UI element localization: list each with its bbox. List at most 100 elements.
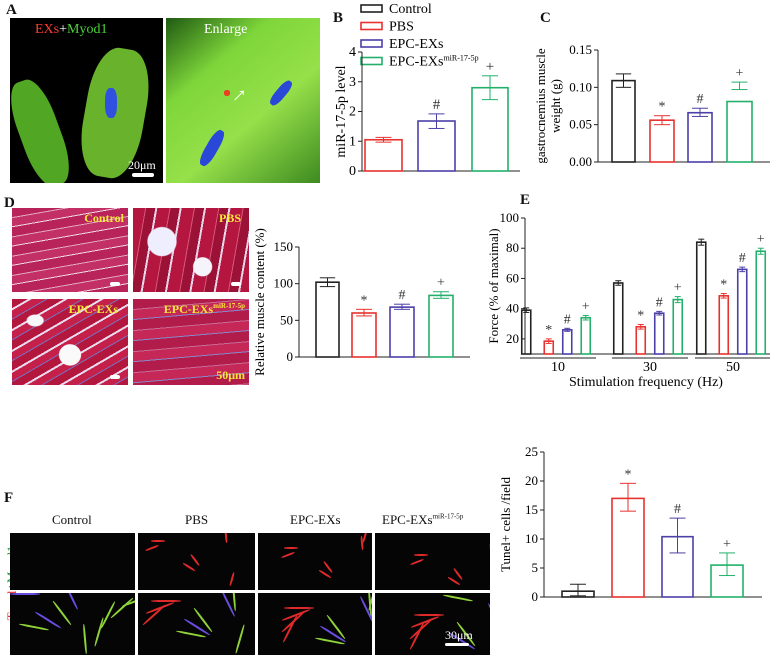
bar [612,282,624,355]
col-header-control: Control [52,512,92,527]
bar [611,497,645,598]
histology-epc-exs: EPC-EXs [12,299,128,385]
bar [718,295,730,355]
panel-label-f: F [4,490,14,506]
histology-pbs: PBS [133,208,249,292]
legend-swatch [360,21,383,31]
panel-label-e: E [520,192,531,208]
bar [649,119,675,163]
legend-swatch [360,39,383,48]
y-tick-label: 3 [349,75,356,90]
legend-label: EPC-EXs [389,37,443,52]
bar [561,329,573,355]
bar [580,316,592,355]
bar [520,309,532,355]
y-tick-label: 100 [274,276,294,291]
fluorescence-image [375,533,490,590]
significance-mark: + [437,276,445,291]
y-tick-label: 0.15 [569,42,592,57]
chart-E: 20 40 60 80 100 Force (% of maximal) * # +10 * # +3… [486,210,770,390]
legend-label: Control [389,2,432,17]
y-axis-label: miR-17-5p level [334,65,349,157]
y-tick-label: 0.00 [569,154,592,169]
panel-label-d: D [4,195,15,211]
y-tick-label: 0.10 [569,79,592,94]
significance-mark: # [399,288,406,303]
significance-mark: # [433,97,441,113]
y-tick-label: 2 [349,105,356,120]
y-tick-label: 0 [349,164,356,179]
label-plus: + [59,22,68,37]
chart-D: 0 50 100 150 Relative muscle content (%) * # + [252,228,470,376]
bar [364,138,403,172]
legend: Control PBS EPC-EXs EPC-EXsmiR-17-5p [360,2,479,70]
y-tick-label: 80 [506,240,519,255]
significance-mark: # [697,92,704,107]
significance-mark: * [720,278,727,293]
x-axis-label: Stimulation frequency (Hz) [569,375,723,390]
significance-mark: + [736,66,744,81]
fluorescence-image [10,533,135,590]
scale-bar-f [445,643,469,646]
col-header-epc-exs-mir: EPC-EXsmiR-17-5p [382,512,464,527]
panel-label-b: B [333,10,344,26]
col-header-epc-exs: EPC-EXs [290,512,341,527]
y-axis-label: Force (% of maximal) [486,228,501,343]
y-tick-label: 150 [274,239,294,254]
bar [635,325,647,355]
y-axis-label: Tunel+ cells /field [498,477,513,572]
significance-mark: + [723,537,731,552]
bar [726,100,753,163]
label-myod1: Myod1 [67,22,108,37]
bar [672,298,684,355]
y-tick-label: 60 [506,270,519,285]
significance-mark: # [739,251,746,266]
y-tick-label: 100 [500,210,520,225]
fluorescence-image [138,533,255,590]
significance-mark: + [674,281,682,296]
legend-label: EPC-EXsmiR-17-5p [389,54,479,70]
image-label: Control [84,211,124,225]
fluorescence-image [10,593,135,655]
image-label: EPC-EXs [68,302,118,316]
significance-mark: * [625,467,632,482]
bar [389,306,415,358]
bar [695,241,707,355]
bar [755,250,767,355]
scale-bar [132,173,154,177]
x-tick-label: 50 [726,360,740,375]
significance-mark: + [486,59,494,75]
y-axis-label: gastrocnemius muscle [533,48,548,163]
fluorescence-image [258,533,372,590]
chart-C: 0.00 0.05 0.10 0.15 gastrocnemius muscle weig… [533,42,770,169]
significance-mark: + [582,299,590,314]
bar [428,294,454,358]
significance-mark: * [659,100,666,115]
bar [351,312,377,358]
y-tick-label: 25 [525,444,538,459]
y-axis-label: weight (g) [548,79,563,133]
y-tick-label: 0 [287,349,294,364]
y-axis-label: Relative muscle content (%) [252,228,267,376]
fluorescence-image [258,593,372,655]
y-tick-label: 20 [525,473,538,488]
significance-mark: # [674,502,681,517]
significance-mark: # [564,312,571,327]
significance-mark: * [361,293,368,308]
y-tick-label: 5 [532,560,539,575]
x-tick-label: 30 [643,360,657,375]
y-tick-label: 20 [506,331,519,346]
y-tick-label: 0.05 [569,117,592,132]
bar [653,312,665,355]
legend-swatch [360,4,383,13]
y-tick-label: 10 [525,531,538,546]
image-label: PBS [218,211,241,225]
panel-label-a: A [6,2,17,18]
y-tick-label: 0 [532,589,539,604]
scale-label: 20μm [128,158,156,172]
scale-label: 50μm [216,368,245,382]
label-enlarge: Enlarge [204,22,248,37]
scale-label-f: 30μm [445,628,473,642]
